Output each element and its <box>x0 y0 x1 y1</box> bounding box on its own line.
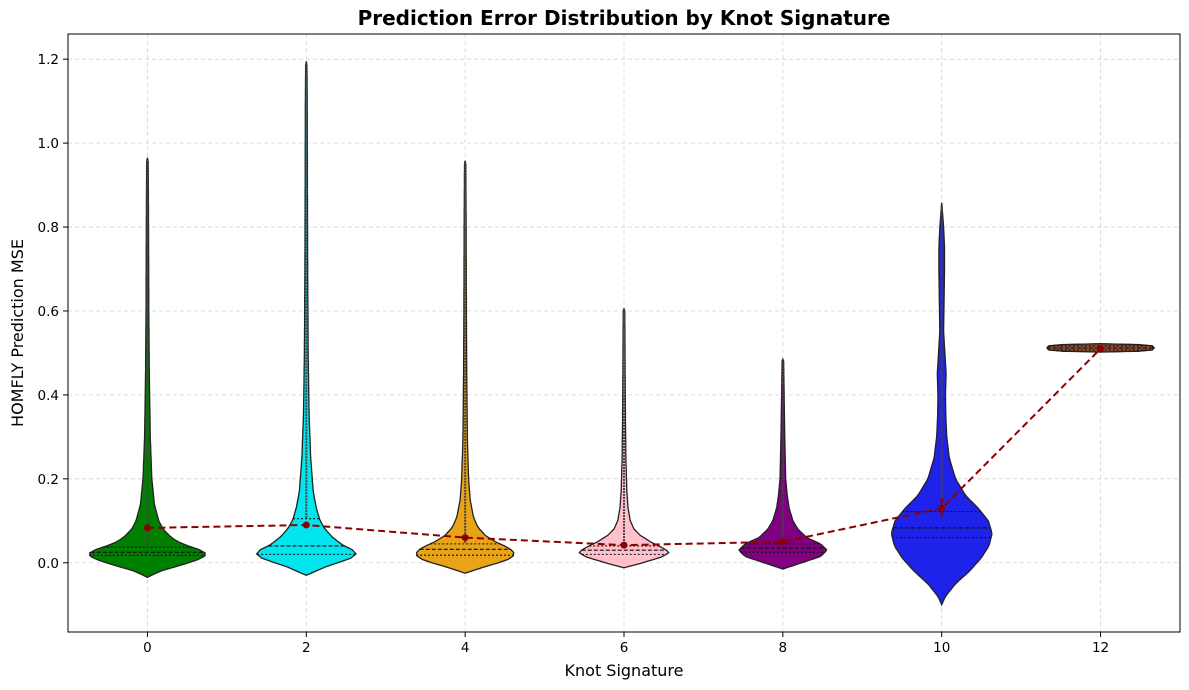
x-tick-label: 0 <box>143 640 152 656</box>
violin-10 <box>890 202 993 607</box>
violin-4 <box>415 160 515 574</box>
x-axis-label: Knot Signature <box>565 661 684 680</box>
mean-point <box>461 534 469 542</box>
violin-8 <box>738 357 828 570</box>
violin-6 <box>578 307 670 569</box>
y-tick-label: 0.6 <box>38 304 59 320</box>
y-tick-label: 0.8 <box>38 220 59 236</box>
mean-point <box>779 538 787 546</box>
x-tick-label: 12 <box>1092 640 1109 656</box>
y-tick-label: 0.2 <box>38 472 59 488</box>
violins <box>88 61 1155 607</box>
violin-0 <box>88 157 207 579</box>
chart-title: Prediction Error Distribution by Knot Si… <box>358 6 891 30</box>
violin-2 <box>255 61 357 577</box>
y-axis-label: HOMFLY Prediction MSE <box>8 239 27 427</box>
mean-point <box>143 524 151 532</box>
y-tick-label: 1.0 <box>38 136 59 152</box>
x-tick-label: 2 <box>302 640 311 656</box>
mean-point <box>1097 345 1105 353</box>
x-tick-label: 10 <box>933 640 950 656</box>
y-tick-label: 0.0 <box>38 556 59 572</box>
y-tick-label: 0.4 <box>38 388 59 404</box>
mean-point <box>302 521 310 529</box>
x-tick-label: 6 <box>620 640 629 656</box>
axis-ticks: 0 2 4 6 8 10 12 0.0 0.2 0.4 0.6 0.8 1.0 1.2 <box>38 52 1110 656</box>
y-tick-label: 1.2 <box>38 52 59 68</box>
x-tick-label: 4 <box>461 640 470 656</box>
mean-trend-line <box>143 345 1105 549</box>
x-tick-label: 8 <box>779 640 788 656</box>
mean-point <box>620 541 628 549</box>
